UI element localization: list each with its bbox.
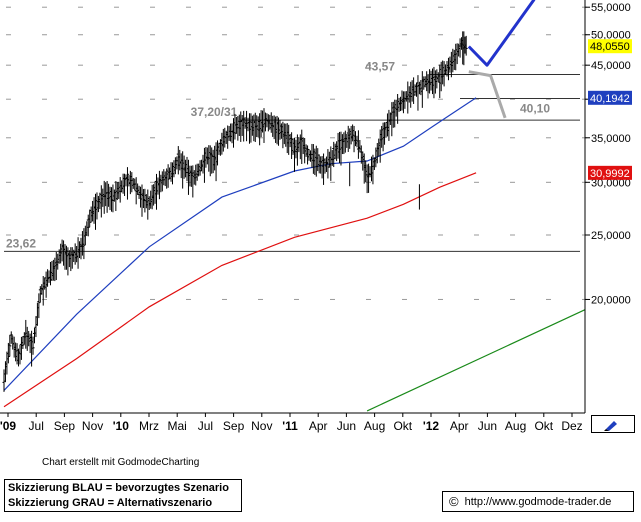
legend-blue: Skizzierung BLAU = bevorzugtes Szenario <box>8 482 229 494</box>
y-tick-label: 55,0000 <box>591 2 631 14</box>
value-tag-box <box>588 39 632 54</box>
y-tick-label: 20,0000 <box>591 294 631 306</box>
y-tick-label: 30,0000 <box>591 177 631 189</box>
series-line-0 <box>3 97 477 391</box>
value-tag-box <box>588 165 632 180</box>
chart-credit: Chart erstellt mit GodmodeCharting <box>42 457 200 468</box>
x-tick-label: Apr <box>450 419 469 433</box>
y-tick-label: 45,0000 <box>591 60 631 72</box>
x-tick-label: Okt <box>534 419 553 433</box>
legend-gray: Skizzierung GRAU = Alternativszenario <box>8 497 213 509</box>
level-label: 37,20/31 <box>191 105 238 119</box>
scenario-path-0 <box>467 0 536 67</box>
x-tick-label: Nov <box>82 419 103 433</box>
x-tick-label: Sep <box>223 419 245 433</box>
x-tick-label: '12 <box>423 419 440 433</box>
scenario-path-1 <box>468 70 507 119</box>
x-tick-label: Jun <box>478 419 497 433</box>
x-tick-label: Aug <box>505 419 526 433</box>
value-tag-label: 40,1942 <box>590 93 630 105</box>
value-tag-label: 48,0550 <box>590 41 630 53</box>
x-tick-label: Apr <box>309 419 328 433</box>
x-tick-label: Jul <box>29 419 44 433</box>
series-line-2 <box>366 309 586 412</box>
value-tags: 48,0550 40,1942 30,9992 <box>588 39 632 180</box>
x-tick-label: Okt <box>393 419 412 433</box>
y-tick-label: 50,0000 <box>591 30 631 42</box>
x-tick-label: Mai <box>168 419 187 433</box>
x-tick-label: Aug <box>364 419 385 433</box>
source-box[interactable]: © http://www.godmode-trader.de <box>442 491 634 512</box>
x-tick-label: Mrz <box>139 419 159 433</box>
x-tick-label: '11 <box>282 419 298 433</box>
value-tag-label: 30,9992 <box>590 168 630 180</box>
level-label: 43,57 <box>365 60 395 74</box>
level-label: 23,62 <box>6 236 36 250</box>
grid <box>6 6 587 300</box>
source-url[interactable]: http://www.godmode-trader.de <box>464 495 612 508</box>
x-tick-label: Sep <box>54 419 76 433</box>
value-tag-box <box>588 90 632 105</box>
draw-tool-button[interactable] <box>591 415 635 433</box>
scenario-sketches <box>467 0 536 119</box>
x-tick-label: '09 <box>0 419 16 433</box>
level-label: 40,10 <box>520 101 550 115</box>
y-axis: 20,000025,000030,000035,000040,000045,00… <box>584 0 631 413</box>
series-line-1 <box>3 172 477 408</box>
horizontal-levels: 23,62 37,20/31 43,57 40,10 <box>4 60 580 252</box>
x-tick-label: Jun <box>337 419 356 433</box>
price-bars <box>2 31 468 392</box>
pencil-icon <box>604 421 617 431</box>
x-tick-label: '10 <box>113 419 130 433</box>
scenario-legend: Skizzierung BLAU = bevorzugtes Szenario … <box>4 479 242 512</box>
x-tick-label: Jul <box>198 419 213 433</box>
x-tick-label: Dez <box>561 419 582 433</box>
x-tick-label: Nov <box>251 419 272 433</box>
x-axis: '09 Jul Sep Nov '10 Mrz Mai Jul Sep Nov '11 Apr Jun A… <box>0 412 585 433</box>
y-tick-label: 35,0000 <box>591 133 631 145</box>
moving-averages <box>3 97 586 412</box>
copyright-icon: © <box>449 494 459 509</box>
y-tick-label: 25,0000 <box>591 230 631 242</box>
